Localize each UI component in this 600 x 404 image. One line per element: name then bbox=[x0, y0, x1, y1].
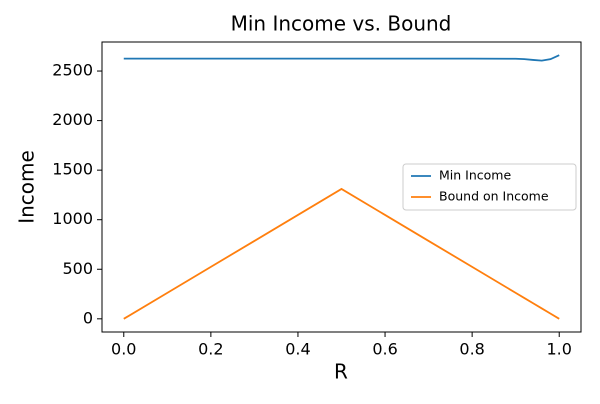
x-axis-label: R bbox=[334, 360, 348, 384]
y-tick-label: 500 bbox=[62, 259, 93, 278]
y-tick-label: 1000 bbox=[52, 209, 93, 228]
legend-label: Bound on Income bbox=[439, 189, 549, 204]
legend-box bbox=[402, 163, 577, 211]
y-tick-label: 1500 bbox=[52, 160, 93, 179]
x-tick-label: 0.6 bbox=[372, 340, 397, 359]
legend: Min Income Bound on Income bbox=[402, 163, 577, 211]
plot-frame bbox=[101, 41, 582, 333]
y-tick-label: 2500 bbox=[52, 61, 93, 80]
series-line bbox=[123, 187, 560, 320]
series-line bbox=[123, 54, 560, 62]
x-tick-label: 0.2 bbox=[198, 340, 223, 359]
y-tick-label: 2000 bbox=[52, 110, 93, 129]
x-tick-label: 0.8 bbox=[459, 340, 484, 359]
chart-title: Min Income vs. Bound bbox=[231, 12, 452, 36]
x-tick-label: 0.0 bbox=[111, 340, 136, 359]
legend-label: Min Income bbox=[439, 168, 511, 183]
x-tick-label: 1.0 bbox=[547, 340, 572, 359]
y-axis-label: Income bbox=[15, 150, 39, 224]
x-tick-label: 0.4 bbox=[285, 340, 310, 359]
y-tick-label: 0 bbox=[83, 308, 93, 327]
